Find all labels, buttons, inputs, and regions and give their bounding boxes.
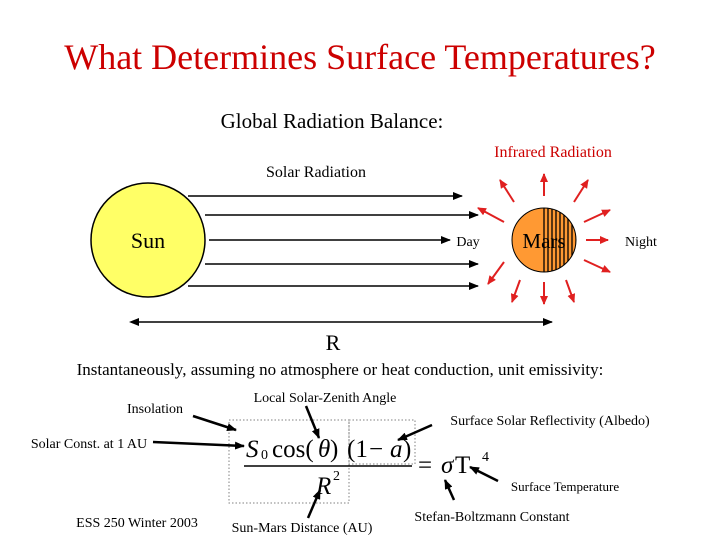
assumption-text: Instantaneously, assuming no atmosphere … bbox=[77, 360, 604, 379]
radiation-balance-equation: S 0 cos( θ ) (1 − a ) R 2 = σ T 4 bbox=[244, 436, 489, 500]
ir-arrow bbox=[510, 279, 521, 303]
distance-pointer bbox=[306, 489, 322, 519]
slide-title: What Determines Surface Temperatures? bbox=[64, 37, 656, 77]
albedo-pointer bbox=[397, 423, 433, 442]
eq-subscript-zero: 0 bbox=[261, 448, 268, 463]
ir-arrow bbox=[583, 209, 611, 223]
eq-close-paren: ) bbox=[330, 436, 338, 463]
distance-label: R bbox=[326, 330, 341, 355]
eq-temperature: T bbox=[455, 452, 470, 479]
eq-close-paren-2: ) bbox=[403, 436, 411, 463]
insolation-pointer bbox=[192, 414, 237, 432]
eq-solar-constant: S bbox=[246, 436, 259, 463]
night-label: Night bbox=[625, 235, 657, 250]
zenith-angle-pointer bbox=[304, 405, 321, 439]
ir-arrow bbox=[499, 179, 515, 203]
zenith-angle-label: Local Solar-Zenith Angle bbox=[254, 391, 397, 406]
mars-label: Mars bbox=[522, 229, 565, 253]
eq-equals: = bbox=[418, 452, 432, 479]
pointer-arrows bbox=[152, 405, 499, 519]
sun-circle bbox=[90, 182, 206, 298]
albedo-box bbox=[348, 419, 416, 465]
solar-rays bbox=[188, 192, 479, 290]
eq-theta: θ bbox=[318, 436, 330, 463]
solar-radiation-label: Solar Radiation bbox=[266, 164, 366, 181]
ir-arrow bbox=[477, 207, 505, 223]
albedo-label: Surface Solar Reflectivity (Albedo) bbox=[450, 414, 650, 429]
eq-exponent-two: 2 bbox=[333, 469, 340, 484]
eq-albedo: a bbox=[390, 436, 403, 463]
day-label: Day bbox=[456, 235, 479, 250]
infrared-arrows bbox=[477, 173, 611, 305]
eq-exponent-four: 4 bbox=[482, 450, 489, 465]
stefan-boltzmann-label: Stefan-Boltzmann Constant bbox=[414, 510, 569, 525]
eq-sigma: σ bbox=[441, 452, 455, 479]
ir-arrow bbox=[487, 261, 505, 285]
sun-mars-distance-label: Sun-Mars Distance (AU) bbox=[232, 521, 373, 536]
solar-constant-label: Solar Const. at 1 AU bbox=[31, 437, 147, 452]
footer-text: ESS 250 Winter 2003 bbox=[76, 516, 198, 531]
temperature-pointer bbox=[469, 465, 499, 483]
eq-open-paren-one: (1 bbox=[347, 436, 368, 463]
eq-minus: − bbox=[369, 436, 383, 463]
surface-temperature-label: Surface Temperature bbox=[511, 479, 619, 494]
insolation-label: Insolation bbox=[127, 402, 183, 417]
stefan-boltzmann-pointer bbox=[443, 479, 456, 501]
infrared-radiation-label: Infrared Radiation bbox=[494, 144, 612, 161]
ir-arrow bbox=[565, 279, 576, 303]
eq-cos: cos( bbox=[272, 436, 314, 463]
ir-arrow bbox=[573, 179, 589, 203]
ir-arrow bbox=[583, 259, 611, 273]
sun-label: Sun bbox=[131, 228, 165, 253]
subtitle: Global Radiation Balance: bbox=[221, 109, 444, 133]
solar-constant-pointer bbox=[152, 440, 245, 450]
